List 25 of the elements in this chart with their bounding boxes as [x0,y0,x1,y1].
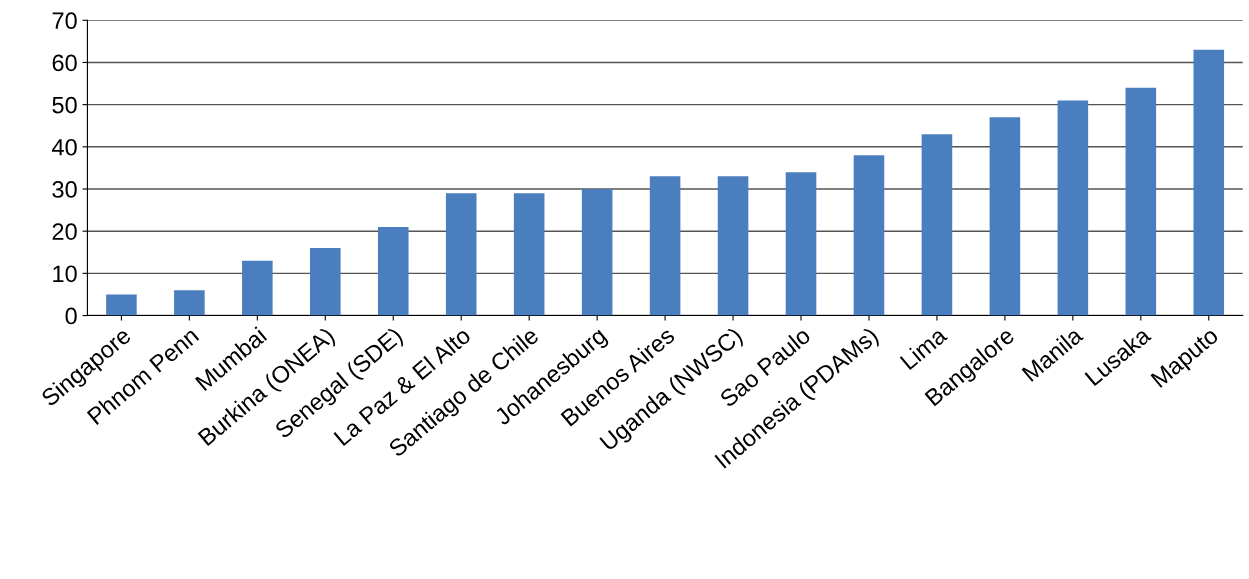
bar [377,226,409,316]
y-tick-label: 10 [53,265,77,283]
bar [921,134,953,316]
y-tick-label: 60 [52,54,77,72]
bar [513,193,545,316]
bar [649,176,681,316]
bar [242,260,273,316]
y-tick-label: 50 [52,96,77,114]
y-tick-label: 70 [52,12,77,30]
bar [1125,87,1157,316]
bar [310,248,341,316]
bar [785,172,817,316]
bar [445,193,477,316]
bar [106,294,137,316]
bar [717,176,749,316]
bar [1057,100,1089,316]
y-tick-label: 40 [51,138,77,156]
y-tick-label: 30 [52,181,77,198]
y-tick-label: 20 [52,223,77,240]
bar [989,117,1021,316]
bar [174,290,205,316]
bar [853,155,885,316]
y-tick-label: 0 [65,307,77,325]
bar [581,189,613,316]
bar [1193,49,1225,316]
